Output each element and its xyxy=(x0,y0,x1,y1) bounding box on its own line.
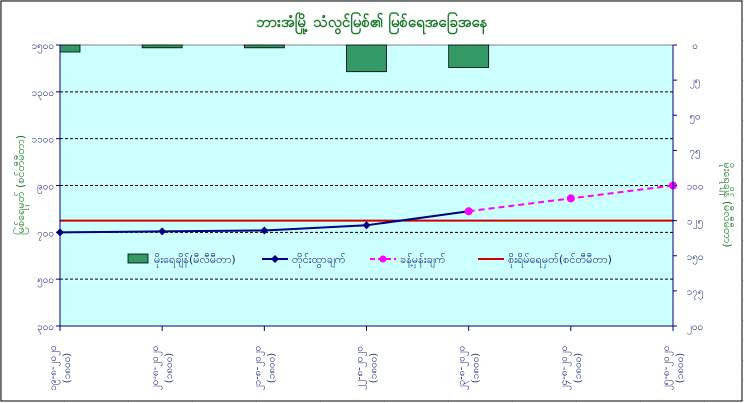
legend-label: ခန့်မှန်းချက် xyxy=(400,253,446,268)
rainfall-bar xyxy=(59,44,81,53)
x-tick-label: ၂၁-၈-၂၀၂၀ xyxy=(252,346,265,391)
x-tick-sublabel: (၁၈၀၀) xyxy=(471,353,482,383)
x-tick-label: ၂၄-၈-၂၀၂၀ xyxy=(559,346,572,391)
forecast-point xyxy=(464,207,473,216)
x-tick-label-group: ၂၀-၈-၂၀၂၀ (၁၈၀၀) xyxy=(150,346,175,391)
rainfall-bar xyxy=(346,44,387,73)
x-tick-label: ၂၂-၈-၂၀၂၀ xyxy=(355,346,368,390)
x-tick-label: ၂၅-၈-၂၀၂၀ xyxy=(661,346,674,391)
x-tick-sublabel: (၁၈၀၀) xyxy=(573,353,584,383)
y-left-tick-label: ၅၀၀ xyxy=(37,275,54,288)
x-tick-sublabel: (၁၈၀၀) xyxy=(266,353,277,383)
rainfall-bars xyxy=(59,44,490,73)
legend[interactable]: မိုးရေချိန်(မီလီမီတာ) တိုင်းထွာချက် ခန့်မှ… xyxy=(127,253,612,268)
y-right-tick-label: ၂၅ xyxy=(690,76,701,89)
x-tick-label: ၁၉-၈-၂၀၂၀ xyxy=(48,345,61,390)
x-tick-label-group: ၁၉-၈-၂၀၂၀ (၁၈၀၀) xyxy=(48,345,73,390)
x-tick-label: ၂၀-၈-၂၀၂၀ xyxy=(150,346,163,391)
y-right-tick-label: ၁၇၅ xyxy=(687,287,704,300)
x-tick-label-group: ၂၂-၈-၂၀၂၀ (၁၈၀၀) xyxy=(355,346,380,390)
x-tick-label-group: ၂၅-၈-၂၀၂၀ (၁၈၀၀) xyxy=(661,346,686,391)
y-right-tick-label: ၀ xyxy=(692,41,698,52)
legend-label: တိုင်းထွာချက် xyxy=(292,253,346,268)
x-tick-sublabel: (၁၈၀၀) xyxy=(62,353,73,383)
y-left-tick-label: ၇၀၀ xyxy=(37,228,54,241)
legend-label: မိုးရေချိန်(မီလီမီတာ) xyxy=(154,253,236,268)
series-lines xyxy=(56,181,677,237)
rainfall-bar xyxy=(141,44,183,49)
y-left-tick-label: ၃၀၀ xyxy=(37,322,54,335)
y-left-tick-label: ၁၁၀၀ xyxy=(32,135,55,146)
x-tick-label: ၂၃-၈-၂၀၂၀ xyxy=(457,346,470,391)
x-tick-label-group: ၂၁-၈-၂၀၂၀ (၁၈၀၀) xyxy=(252,346,277,391)
y-right-tick-label: ၇၅ xyxy=(689,146,700,159)
x-tick-sublabel: (၁၈၀၀) xyxy=(675,353,686,383)
legend-marker-observed xyxy=(271,255,279,263)
x-tick-label-group: ၂၄-၈-၂၀၂၀ (၁၈၀၀) xyxy=(559,346,584,391)
observed-point xyxy=(260,226,269,235)
x-tick-sublabel: (၁၈၀၀) xyxy=(164,353,175,383)
y-left-tick-label: ၁၅၀၀ xyxy=(32,41,55,54)
y-axis-right-label: မိုးရေချိန် (မီလီမီတာ) xyxy=(719,162,734,247)
forecast-point xyxy=(566,194,575,203)
x-tick-sublabel: (၁၈၀၀) xyxy=(369,353,380,383)
y-right-tick-label: ၁၅၀ xyxy=(687,252,704,265)
y-right-tick-label: ၂၀၀ xyxy=(687,322,703,335)
y-left-tick-label: ၉၀၀ xyxy=(37,182,54,195)
y-axis-left-label: မြစ်ရေမှတ် (စင်တီမီတာ) xyxy=(13,135,29,235)
x-tick-label-group: ၂၃-၈-၂၀၂၀ (၁၈၀၀) xyxy=(457,346,482,391)
observed-point xyxy=(362,221,371,230)
y-axis-left-ticks: ၃၀၀ ၅၀၀ ၇၀၀ ၉၀၀ ၁၁၀၀ ၁၃၀၀ ၁၅၀၀ xyxy=(32,41,60,335)
y-right-tick-label: ၁၂၅ xyxy=(687,217,703,230)
rainfall-bar xyxy=(243,44,285,49)
observed-point xyxy=(158,227,167,236)
legend-swatch-rainfall xyxy=(127,253,149,264)
y-right-tick-label: ၅၀ xyxy=(689,111,700,124)
legend-marker-forecast xyxy=(379,255,387,263)
legend-label: စိုးရိမ်ရေမှတ်(စင်တီမီတာ) xyxy=(508,253,612,268)
y-right-tick-label: ၁၀၀ xyxy=(687,182,704,193)
y-left-tick-label: ၁၃၀၀ xyxy=(32,88,55,101)
x-axis-ticks: ၁၉-၈-၂၀၂၀ (၁၈၀၀) ၂၀-၈-၂၀၂၀ (၁၈၀၀) ၂၁-၈-၂၀၂၀(… xyxy=(48,326,686,391)
rainfall-bar xyxy=(448,44,490,68)
